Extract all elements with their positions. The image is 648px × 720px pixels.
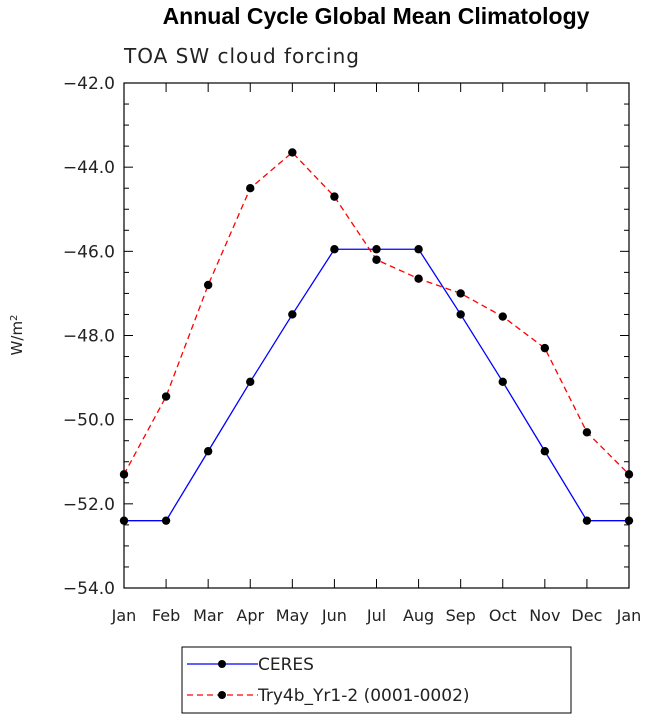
y-tick-label: −48.0 — [63, 327, 115, 347]
data-point-series-1 — [246, 184, 255, 193]
x-axis: Jan Feb Mar Apr May Jun Jul Aug Sep Oct Nov Dec Jan — [111, 83, 642, 625]
data-point-series-0 — [288, 310, 297, 319]
data-point-series-0 — [456, 310, 465, 319]
legend-marker-ceres — [218, 660, 226, 668]
y-axis: −42.0 −44.0 −46.0 −48.0 −50.0 −52.0 −54.0 — [63, 74, 629, 599]
data-point-series-1 — [456, 289, 465, 298]
plot-frame — [123, 82, 630, 589]
x-tick-label: Sep — [446, 606, 476, 625]
data-point-series-0 — [330, 245, 339, 254]
data-point-series-0 — [119, 516, 129, 525]
series-line-0 — [124, 248, 629, 522]
data-point-series-0 — [246, 377, 255, 386]
legend-marker-model — [218, 691, 226, 699]
y-axis-label-main: W/m — [8, 321, 26, 356]
x-tick-label: Jul — [366, 606, 386, 625]
data-point-series-0 — [498, 377, 507, 386]
chart-title: Annual Cycle Global Mean Climatology — [163, 3, 590, 29]
y-tick-label: −54.0 — [63, 579, 115, 599]
y-tick-label: −46.0 — [63, 242, 115, 262]
x-tick-label: Jun — [321, 606, 347, 625]
data-point-series-1 — [330, 192, 339, 201]
x-tick-label: Aug — [403, 606, 434, 625]
y-axis-label: W/m2 — [8, 315, 26, 356]
data-point-series-0 — [582, 516, 592, 525]
data-point-series-1 — [203, 280, 213, 290]
data-point-series-1 — [414, 274, 423, 283]
x-tick-label: Nov — [529, 606, 560, 625]
data-point-series-1 — [119, 470, 129, 479]
x-tick-label: Jan — [616, 606, 642, 625]
data-point-series-1 — [288, 148, 297, 157]
series-line-1 — [123, 151, 630, 475]
y-tick-label: −50.0 — [63, 411, 115, 431]
legend: CERES Try4b_Yr1-2 (0001-0002) — [181, 646, 572, 714]
data-point-series-1 — [540, 343, 550, 353]
y-tick-label: −44.0 — [63, 158, 115, 178]
data-point-series-1 — [161, 392, 171, 401]
y-tick-label: −42.0 — [63, 74, 115, 94]
data-point-series-0 — [540, 447, 550, 456]
legend-box — [181, 646, 572, 714]
data-point-series-0 — [372, 245, 381, 254]
data-point-series-1 — [372, 255, 381, 264]
legend-label-model: Try4b_Yr1-2 (0001-0002) — [257, 686, 470, 706]
data-point-series-1 — [624, 470, 634, 479]
data-point-series-1 — [498, 312, 507, 321]
x-tick-label: Jan — [111, 606, 137, 625]
x-tick-label: Feb — [152, 606, 180, 625]
chart-subtitle: TOA SW cloud forcing — [123, 44, 360, 68]
data-point-series-1 — [582, 428, 592, 437]
legend-label-ceres: CERES — [258, 655, 314, 675]
x-tick-label: Mar — [193, 606, 224, 625]
x-tick-label: Oct — [489, 606, 517, 625]
x-tick-label: Apr — [236, 606, 264, 625]
y-axis-label-superscript: 2 — [9, 315, 20, 321]
data-point-series-0 — [203, 447, 213, 456]
y-tick-label: −52.0 — [63, 495, 115, 515]
data-point-series-0 — [414, 245, 423, 254]
data-point-series-0 — [624, 516, 634, 525]
x-tick-label: Dec — [571, 606, 602, 625]
data-point-series-0 — [161, 516, 171, 525]
x-tick-label: May — [276, 606, 309, 625]
series-layer — [119, 148, 634, 525]
